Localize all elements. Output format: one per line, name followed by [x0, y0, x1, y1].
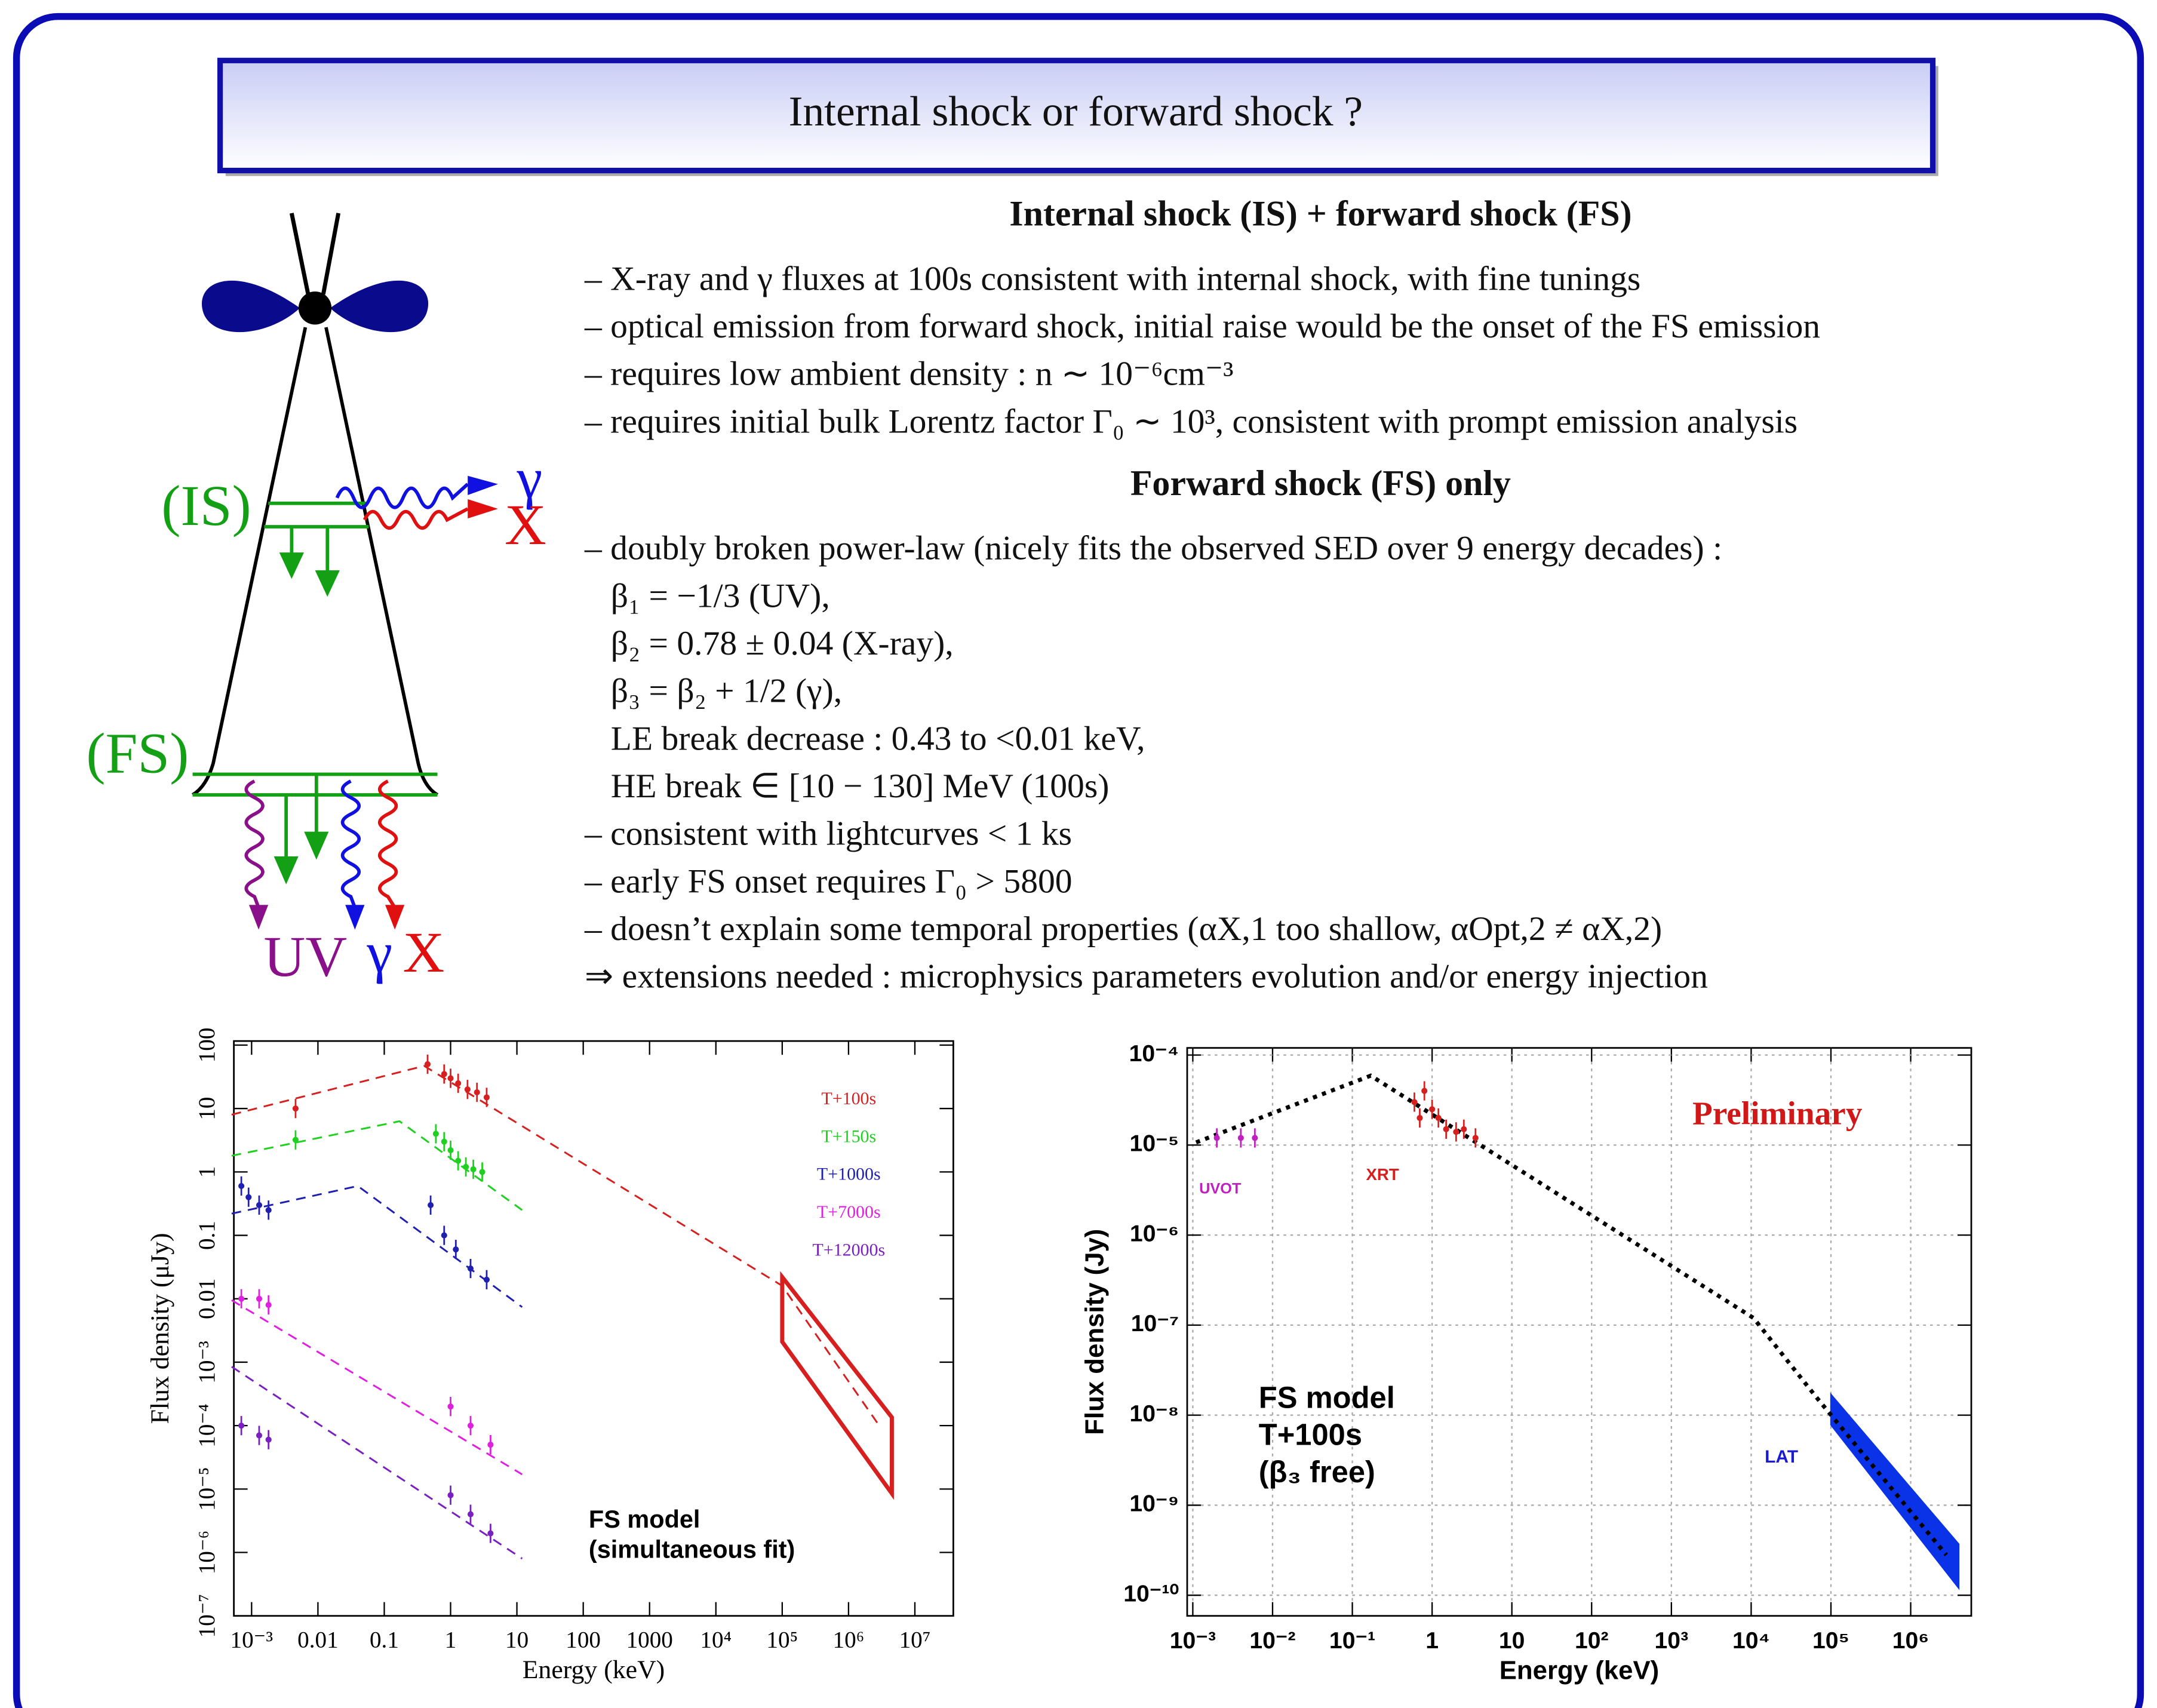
- bullet-item: – requires low ambient density : n ∼ 10⁻…: [584, 355, 1234, 393]
- sed-chart: 10⁻³ 0.01 0.1 1 10 100 1000 10⁴ 10⁵ 10⁶ 10⁷ 10⁻⁷ 10⁻…: [146, 1028, 954, 1685]
- legend-entry: T+150s: [821, 1126, 876, 1146]
- x-axis-label: Energy (keV): [1500, 1656, 1660, 1685]
- bullet-item: – early FS onset requires Γ₀ > 5800: [584, 862, 1073, 900]
- diagram-label: X: [403, 920, 445, 984]
- x-tick-label: 10: [505, 1627, 529, 1652]
- x-tick-label: 10⁶: [1892, 1628, 1929, 1654]
- y-tick-label: 10⁻⁶: [1130, 1221, 1179, 1246]
- x-axis-label: Energy (keV): [523, 1655, 665, 1684]
- x-tick-label: 10⁴: [1732, 1628, 1770, 1654]
- x-tick-label: 10²: [1575, 1628, 1609, 1654]
- x-tick-label: 10: [1499, 1628, 1525, 1654]
- y-axis-label: Flux density (μJy): [146, 1233, 174, 1424]
- y-tick-label: 10⁻⁴: [1129, 1041, 1179, 1067]
- bullet-item: – consistent with lightcurves < 1 ks: [584, 815, 1072, 853]
- bullet-item: β₃ = β₂ + 1/2 (γ),: [611, 672, 842, 710]
- annotation: Preliminary: [1692, 1095, 1863, 1132]
- x-tick-label: 10⁻³: [231, 1627, 274, 1652]
- y-tick-label: 100: [194, 1028, 220, 1063]
- diagram-label: (IS): [161, 474, 251, 537]
- x-tick-label: 10⁻¹: [1329, 1628, 1375, 1654]
- diagram-label: γ: [366, 920, 392, 984]
- bullet-item: β₁ = −1/3 (UV),: [611, 577, 830, 615]
- annotation: (β₃ free): [1259, 1455, 1375, 1489]
- y-tick-label: 1: [194, 1166, 220, 1178]
- annotation: FS model: [589, 1505, 700, 1533]
- annotation: FS model: [1259, 1381, 1395, 1415]
- y-tick-label: 10⁻⁴: [194, 1403, 220, 1447]
- annotation: UVOT: [1199, 1181, 1242, 1197]
- annotation: T+100s: [1259, 1418, 1362, 1452]
- bullet-item: ⇒ extensions needed : microphysics param…: [585, 958, 1708, 996]
- y-tick-label: 10⁻⁵: [1130, 1131, 1179, 1157]
- bullet-item: LE break decrease : 0.43 to <0.01 keV,: [611, 720, 1145, 757]
- bullet-item: β₂ = 0.78 ± 0.04 (X-ray),: [611, 625, 954, 662]
- x-tick-label: 100: [566, 1627, 601, 1652]
- x-tick-label: 0.1: [370, 1627, 399, 1652]
- bullet-item: – optical emission from forward shock, i…: [584, 308, 1820, 345]
- central-engine: [299, 291, 331, 324]
- diagram-label: UV: [264, 924, 348, 988]
- y-tick-label: 0.01: [194, 1279, 220, 1319]
- annotation: LAT: [1765, 1447, 1798, 1467]
- diagram-label: X: [505, 493, 546, 557]
- x-tick-label: 1: [1425, 1628, 1439, 1654]
- bullet-item: – doesn’t explain some temporal properti…: [584, 910, 1662, 948]
- y-tick-label: 10: [194, 1097, 220, 1120]
- x-tick-label: 10⁶: [833, 1627, 865, 1652]
- slide: Internal shock or forward shock ? (IS)γX…: [0, 0, 2157, 1708]
- bullet-item: – X-ray and γ fluxes at 100s consistent …: [584, 260, 1640, 297]
- slide-title: Internal shock or forward shock ?: [789, 88, 1363, 135]
- x-tick-label: 10⁷: [899, 1627, 931, 1652]
- x-tick-label: 1: [445, 1627, 457, 1652]
- y-tick-label: 10⁻¹⁰: [1123, 1581, 1179, 1607]
- x-tick-label: 0.01: [297, 1627, 339, 1652]
- y-tick-label: 0.1: [194, 1221, 220, 1250]
- y-tick-label: 10⁻⁵: [194, 1467, 220, 1511]
- y-tick-label: 10⁻⁹: [1129, 1491, 1179, 1517]
- legend-entry: T+12000s: [812, 1240, 885, 1260]
- x-tick-label: 10⁴: [700, 1627, 732, 1652]
- sed-chart: 10⁻³ 10⁻² 10⁻¹ 1 10 10² 10³ 10⁴ 10⁵ 10⁶ 10⁻¹⁰ 10⁻⁹ 1…: [1080, 1041, 1972, 1685]
- x-tick-label: 10⁻²: [1249, 1628, 1295, 1654]
- y-tick-label: 10⁻⁷: [1131, 1311, 1179, 1337]
- bullet-item: – requires initial bulk Lorentz factor Γ…: [584, 403, 1798, 440]
- diagram-label: (FS): [86, 721, 189, 785]
- x-tick-label: 10⁻³: [1170, 1628, 1216, 1654]
- x-tick-label: 10⁵: [766, 1627, 798, 1652]
- section-heading: Internal shock (IS) + forward shock (FS): [1009, 194, 1631, 234]
- x-tick-label: 1000: [626, 1627, 673, 1652]
- bullet-item: HE break ∈ [10 − 130] MeV (100s): [611, 767, 1110, 805]
- y-tick-label: 10⁻⁸: [1129, 1401, 1179, 1427]
- x-tick-label: 10⁵: [1812, 1628, 1849, 1654]
- bullet-item: – doubly broken power-law (nicely fits t…: [584, 530, 1722, 567]
- y-tick-label: 10⁻⁶: [194, 1531, 220, 1574]
- y-axis-label: Flux density (Jy): [1080, 1229, 1110, 1435]
- plot-area: [1187, 1048, 1971, 1616]
- legend-entry: T+1000s: [817, 1165, 881, 1184]
- y-tick-label: 10⁻⁷: [194, 1594, 220, 1638]
- y-tick-label: 10⁻³: [194, 1341, 220, 1384]
- annotation: (simultaneous fit): [589, 1535, 795, 1563]
- legend-entry: T+7000s: [817, 1202, 881, 1222]
- legend-entry: T+100s: [821, 1089, 876, 1108]
- section-heading: Forward shock (FS) only: [1130, 463, 1511, 503]
- x-tick-label: 10³: [1655, 1628, 1689, 1654]
- annotation: XRT: [1366, 1165, 1399, 1184]
